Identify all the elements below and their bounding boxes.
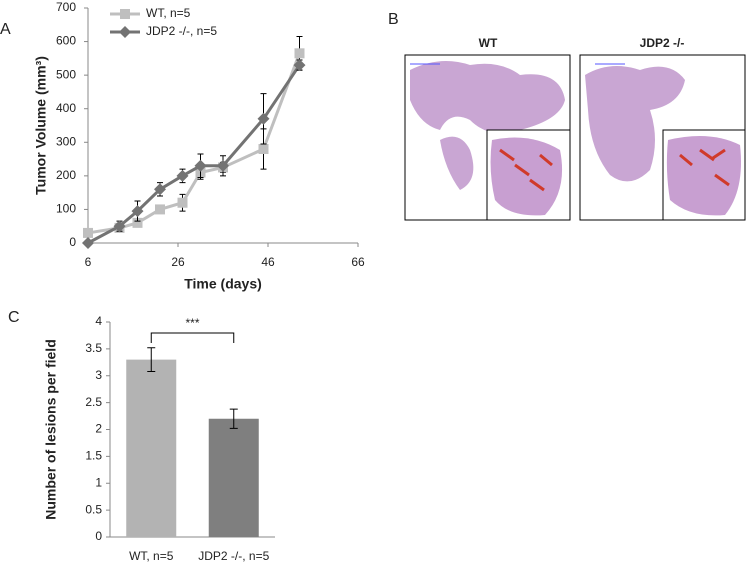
marker	[177, 197, 188, 208]
histology-image	[404, 54, 571, 221]
marker	[217, 159, 229, 172]
marker	[113, 220, 126, 233]
marker	[194, 159, 207, 172]
series-line	[87, 64, 301, 245]
bar	[208, 418, 259, 537]
marker	[82, 237, 94, 249]
marker	[154, 183, 166, 196]
panel-label: A	[0, 21, 11, 38]
x-tick-label: 6	[85, 255, 92, 269]
marker	[132, 217, 143, 228]
y-tick-label: 1.5	[85, 449, 102, 463]
bar	[126, 359, 177, 537]
y-tick-label: 300	[56, 134, 76, 148]
legend-label: JDP2 -/-, n=5	[146, 24, 217, 38]
y-tick-label: 0	[69, 235, 76, 249]
marker	[294, 48, 305, 59]
panel-label: C	[8, 309, 20, 326]
histology-image	[579, 54, 746, 221]
image-title: WT	[479, 36, 498, 50]
y-tick-label: 600	[56, 34, 76, 48]
y-tick-label: 2.5	[85, 395, 102, 409]
marker	[131, 205, 144, 218]
significance-bracket	[150, 332, 235, 343]
y-tick-label: 0	[95, 529, 102, 543]
marker	[293, 59, 306, 72]
y-tick-label: 2	[95, 422, 102, 436]
error-bar	[147, 347, 156, 372]
marker	[257, 112, 270, 125]
panel-label: B	[388, 11, 399, 28]
x-tick-label: 66	[351, 255, 365, 269]
y-tick-label: 200	[56, 168, 76, 182]
marker	[176, 169, 189, 182]
marker	[155, 204, 165, 215]
x-axis-title: Time (days)	[184, 276, 262, 292]
x-tick-label: 26	[171, 255, 185, 269]
x-tick-label: JDP2 -/-, n=5	[198, 549, 269, 563]
marker	[258, 144, 269, 154]
y-tick-label: 0.5	[85, 502, 102, 516]
y-tick-label: 500	[56, 67, 76, 81]
y-tick-label: 100	[56, 202, 76, 216]
series-line	[87, 52, 301, 235]
y-tick-label: 3	[95, 368, 102, 382]
marker	[83, 227, 93, 238]
y-axis-title: Number of lesions per field	[43, 339, 59, 519]
y-tick-label: 1	[95, 475, 102, 489]
x-tick-label: WT, n=5	[129, 549, 174, 563]
legend-label: WT, n=5	[146, 6, 191, 20]
y-tick-label: 400	[56, 101, 76, 115]
marker	[120, 9, 130, 19]
x-tick-label: 46	[261, 255, 275, 269]
error-bar	[229, 408, 238, 429]
y-axis-title: Tumor Volume (mm³)	[33, 56, 49, 195]
y-tick-label: 4	[95, 314, 102, 328]
annotation: ***	[185, 316, 199, 330]
image-title: JDP2 -/-	[640, 36, 685, 50]
y-tick-label: 3.5	[85, 341, 102, 355]
marker	[119, 26, 131, 38]
y-tick-label: 700	[56, 0, 76, 14]
